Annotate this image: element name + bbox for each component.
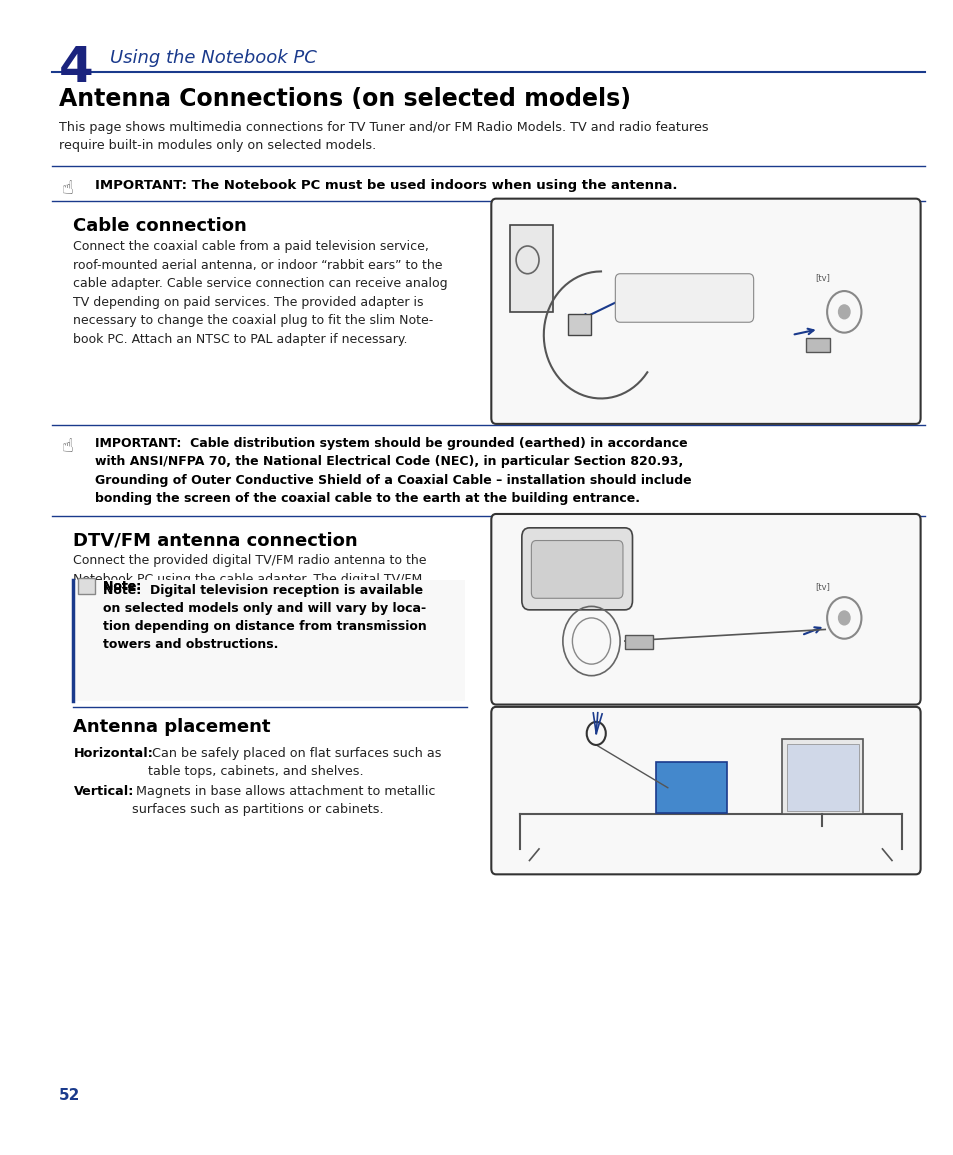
Text: Vertical:: Vertical: — [73, 785, 133, 798]
Text: Using the Notebook PC: Using the Notebook PC — [110, 49, 316, 67]
Text: IMPORTANT: The Notebook PC must be used indoors when using the antenna.: IMPORTANT: The Notebook PC must be used … — [95, 179, 678, 192]
FancyBboxPatch shape — [531, 541, 622, 598]
Text: Use an NTSC to PAL
adapter if necessary.: Use an NTSC to PAL adapter if necessary. — [642, 286, 722, 307]
Text: 4: 4 — [59, 44, 93, 92]
FancyBboxPatch shape — [615, 274, 753, 322]
FancyBboxPatch shape — [491, 514, 920, 705]
FancyBboxPatch shape — [491, 199, 920, 424]
Text: Antenna placement: Antenna placement — [73, 718, 271, 737]
Text: [tv]: [tv] — [814, 273, 829, 282]
Text: Horizontal:: Horizontal: — [73, 747, 153, 760]
Circle shape — [838, 611, 849, 625]
Bar — [78, 578, 95, 594]
Bar — [567, 314, 591, 335]
Text: Cable connection: Cable connection — [73, 217, 247, 236]
Text: Note:: Note: — [103, 580, 150, 593]
Bar — [781, 739, 862, 814]
Text: ☝: ☝ — [62, 437, 73, 455]
Text: Connect the provided digital TV/FM radio antenna to the
Notebook PC using the ca: Connect the provided digital TV/FM radio… — [73, 554, 427, 623]
Bar — [624, 635, 653, 649]
Circle shape — [838, 305, 849, 319]
Text: Antenna Connections (on selected models): Antenna Connections (on selected models) — [59, 87, 631, 111]
Text: Connect the coaxial cable from a paid television service,
roof-mounted aerial an: Connect the coaxial cable from a paid te… — [73, 240, 448, 345]
Text: 52: 52 — [59, 1088, 80, 1103]
Text: IMPORTANT:  Cable distribution system should be grounded (earthed) in accordance: IMPORTANT: Cable distribution system sho… — [95, 437, 691, 505]
Text: Magnets in base allows attachment to metallic
surfaces such as partitions or cab: Magnets in base allows attachment to met… — [132, 785, 435, 817]
Bar — [510, 225, 553, 312]
Text: ☝: ☝ — [62, 179, 73, 198]
FancyBboxPatch shape — [491, 707, 920, 874]
Text: [tv]: [tv] — [814, 582, 829, 591]
FancyBboxPatch shape — [73, 580, 464, 701]
Bar — [786, 744, 858, 811]
Text: DTV antenna: DTV antenna — [556, 564, 598, 568]
FancyBboxPatch shape — [521, 528, 632, 610]
FancyBboxPatch shape — [656, 762, 726, 813]
Text: DTV/FM antenna connection: DTV/FM antenna connection — [73, 531, 357, 550]
Text: This page shows multimedia connections for TV Tuner and/or FM Radio Models. TV a: This page shows multimedia connections f… — [59, 121, 708, 152]
Bar — [805, 338, 829, 352]
Text: Note:: Note: — [103, 580, 150, 593]
Text: Can be safely placed on flat surfaces such as
table tops, cabinets, and shelves.: Can be safely placed on flat surfaces su… — [148, 747, 441, 778]
Text: Note:  Digital television reception is available
on selected models only and wil: Note: Digital television reception is av… — [103, 584, 426, 651]
